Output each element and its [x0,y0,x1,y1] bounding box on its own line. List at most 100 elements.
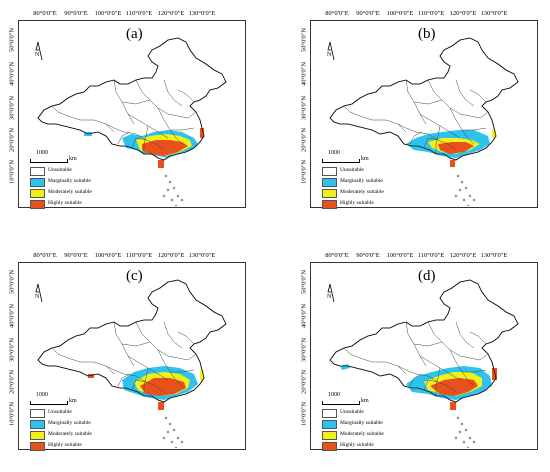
province-border [117,131,131,145]
island [458,188,462,192]
legend-label: Moderately suitable [340,431,384,437]
legend-label: Unsuitable [340,409,364,415]
north-arrow-icon [327,283,335,303]
map-panel-d: 80°0'0"E 90°0'0"E 100°0'0"E 110°0'0"E 120°0'… [300,252,540,451]
island [460,180,464,184]
latitude-tick-label: 30°0'0"N [8,95,16,120]
suitability-region [142,140,188,156]
legend-item: Marginally suitable [322,420,422,429]
province-border [131,379,165,393]
legend-item: Highly suitable [322,200,422,209]
legend-swatch [322,189,337,198]
legend-label: Highly suitable [48,200,82,206]
island [462,440,466,444]
legend-label: Moderately suitable [48,431,92,437]
island [454,194,458,198]
longitude-tick-label: 100°0'0"E [386,10,414,17]
island [464,186,468,190]
legend-swatch [30,409,45,418]
scale-unit: km [361,156,369,162]
province-border [455,79,475,107]
legend-item: Marginally suitable [30,178,130,187]
longitude-tick-label: 80°0'0"E [325,252,349,259]
longitude-tick-label: 90°0'0"E [64,10,88,17]
scale-unit: km [69,398,77,404]
legend-label: Highly suitable [48,442,82,448]
island [466,204,470,206]
latitude-tick-label: 40°0'0"N [8,303,16,328]
island [472,440,476,444]
island [170,440,174,444]
china-map: N [327,279,519,448]
island [176,436,180,440]
suitability-region [340,364,350,370]
legend-swatch [30,200,45,209]
latitude-tick-label: 40°0'0"N [300,303,308,328]
island [166,430,170,434]
island [174,446,178,448]
legend-swatch [30,442,45,451]
province-border [167,111,197,119]
north-arrow-icon: N [35,52,40,58]
latitude-ticks: 50°0'0"N 40°0'0"N 30°0'0"N 20°0'0"N 10°0'0"N [300,266,310,446]
legend-item: Unsuitable [30,409,130,418]
longitude-tick-label: 130°0'0"E [188,252,216,259]
province-border [423,137,457,151]
legend-item: Unsuitable [322,167,422,176]
legend-swatch [30,420,45,429]
legend-label: Marginally suitable [340,420,383,426]
province-border [462,127,487,131]
legend-label: Moderately suitable [340,189,384,195]
latitude-tick-label: 40°0'0"N [8,61,16,86]
island [174,204,178,206]
province-border [469,331,487,345]
longitude-ticks: 80°0'0"E 90°0'0"E 100°0'0"E 110°0'0"E 120°0'… [8,10,248,20]
panel-label: (d) [418,268,436,284]
province-border [397,365,439,383]
province-border [105,365,147,383]
island [464,428,468,432]
province-border [170,127,195,131]
legend-item: Unsuitable [322,409,422,418]
suitability-region [158,160,164,168]
longitude-tick-label: 80°0'0"E [325,10,349,17]
legend-item: Moderately suitable [30,189,130,198]
province-border [121,99,151,105]
country-border [37,279,227,403]
legend-swatch [322,409,337,418]
legend-item: Highly suitable [30,200,130,209]
latitude-tick-label: 10°0'0"N [300,401,308,426]
latitude-tick-label: 50°0'0"N [8,27,16,52]
scale-bar [322,401,360,405]
latitude-tick-label: 40°0'0"N [300,61,308,86]
north-arrow-icon: N [327,294,332,300]
legend-swatch [30,431,45,440]
island [468,194,472,198]
island [176,194,180,198]
province-border [423,379,457,393]
map-frame [18,20,246,208]
latitude-tick-label: 10°0'0"N [8,401,16,426]
island [164,174,168,178]
legend-swatch [322,431,337,440]
north-arrow-icon: N [35,294,40,300]
legend-swatch [30,167,45,176]
panel-label: (c) [126,268,143,284]
legend-item: Highly suitable [322,442,422,451]
longitude-tick-label: 110°0'0"E [125,10,153,17]
longitude-tick-label: 120°0'0"E [449,252,477,259]
province-border [167,353,197,361]
province-border [397,123,439,141]
legend-swatch [322,442,337,451]
latitude-tick-label: 20°0'0"N [8,127,16,152]
scale-unit: km [69,156,77,162]
china-map: N [327,37,519,206]
country-border [329,37,519,161]
longitude-tick-label: 90°0'0"E [64,252,88,259]
province-border [121,341,151,347]
legend-item: Unsuitable [30,167,130,176]
legend-item: Moderately suitable [322,431,422,440]
latitude-ticks: 50°0'0"N 40°0'0"N 30°0'0"N 20°0'0"N 10°0'0"N [8,266,18,446]
legend-label: Unsuitable [340,167,364,173]
longitude-tick-label: 100°0'0"E [94,252,122,259]
